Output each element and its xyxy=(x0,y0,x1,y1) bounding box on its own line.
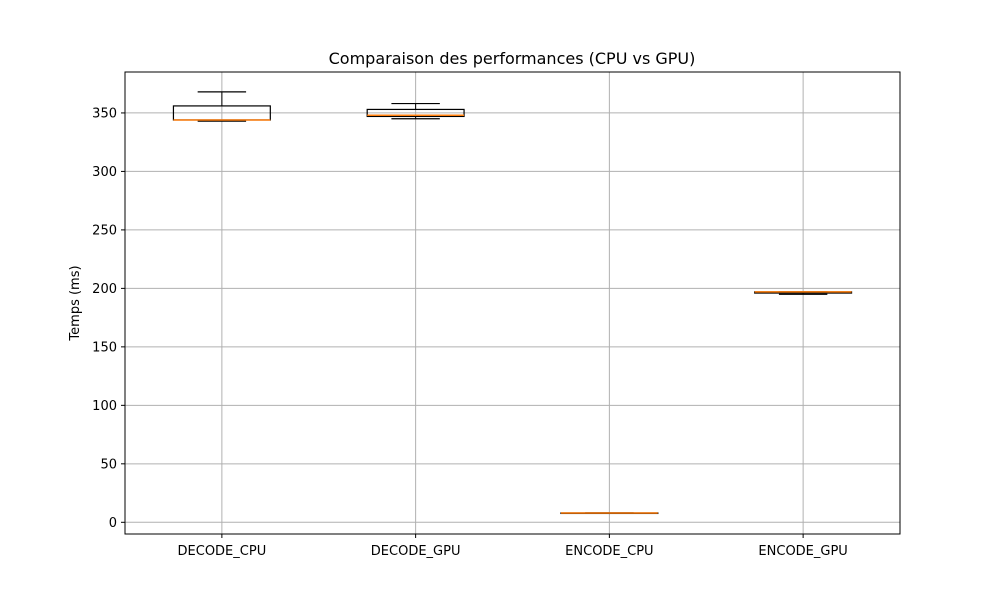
y-tick-label: 250 xyxy=(92,223,117,238)
y-tick-label: 150 xyxy=(92,340,117,355)
y-tick-label: 50 xyxy=(100,457,117,472)
box-decode-gpu xyxy=(366,102,465,120)
x-tick-label: ENCODE_GPU xyxy=(758,544,847,559)
x-tick-label: ENCODE_CPU xyxy=(565,544,653,559)
x-tick-label: DECODE_CPU xyxy=(178,544,267,559)
tick-layer: 0 50 100 150 200 250 300 350 DECODE_CPU DECODE_GP… xyxy=(92,106,848,559)
plot-frame xyxy=(124,71,901,535)
y-tick-label: 300 xyxy=(92,165,117,180)
y-tick-label: 0 xyxy=(109,516,117,531)
grid-layer xyxy=(125,72,900,534)
y-tick-label: 200 xyxy=(92,282,117,297)
box-layer xyxy=(172,91,853,515)
box-decode-cpu xyxy=(172,91,271,122)
y-tick-label: 350 xyxy=(92,106,117,121)
x-tick-label: DECODE_GPU xyxy=(371,544,461,559)
box-body xyxy=(366,108,465,118)
box-encode-gpu xyxy=(754,291,853,295)
y-axis-label: Temps (ms) xyxy=(68,265,83,341)
y-tick-label: 100 xyxy=(92,399,117,414)
box-encode-cpu xyxy=(560,512,659,515)
chart-title: Comparaison des performances (CPU vs GPU… xyxy=(329,49,696,68)
